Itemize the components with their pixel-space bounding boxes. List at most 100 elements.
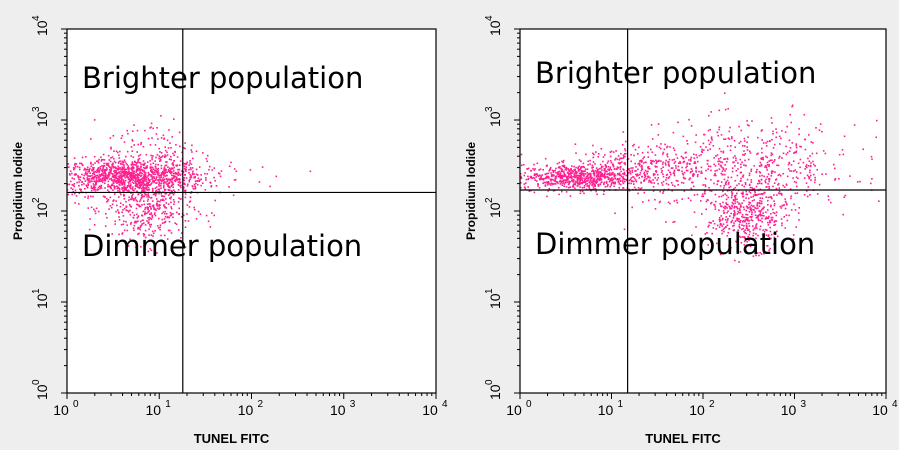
data-point <box>779 155 781 158</box>
data-point <box>91 177 93 180</box>
data-point <box>155 176 158 178</box>
data-point <box>249 169 252 171</box>
data-point <box>46 180 48 182</box>
data-point <box>769 226 771 229</box>
data-point <box>786 175 789 178</box>
data-point <box>557 173 559 175</box>
data-point <box>135 199 138 201</box>
data-point <box>96 188 99 191</box>
data-point <box>767 224 770 226</box>
data-point <box>727 210 729 212</box>
data-point <box>728 181 730 184</box>
data-point <box>94 162 96 164</box>
data-point <box>729 126 731 129</box>
data-point <box>140 165 142 168</box>
data-point <box>595 167 598 169</box>
data-point <box>713 174 716 177</box>
data-point <box>172 152 174 155</box>
data-point <box>532 176 535 179</box>
data-point <box>702 184 704 186</box>
data-point <box>102 177 104 179</box>
data-point <box>62 192 64 194</box>
data-point <box>577 184 579 187</box>
data-point <box>174 191 176 193</box>
data-point <box>740 228 743 231</box>
data-point <box>156 182 158 184</box>
y-tick-label: 10 <box>34 202 50 218</box>
data-point <box>93 155 96 158</box>
data-point <box>90 165 93 167</box>
data-point <box>568 173 570 176</box>
data-point <box>585 188 588 191</box>
data-point <box>151 137 153 139</box>
data-point <box>183 186 185 188</box>
data-point <box>106 174 109 177</box>
data-point <box>763 230 766 233</box>
data-point <box>752 234 754 237</box>
data-point <box>151 158 153 161</box>
data-point <box>871 158 873 161</box>
data-point <box>162 198 164 201</box>
data-point <box>636 173 639 175</box>
data-point <box>732 229 735 232</box>
data-point <box>155 242 158 245</box>
data-point <box>794 151 796 154</box>
data-point <box>686 169 689 172</box>
data-point <box>552 190 555 192</box>
data-point <box>185 170 187 172</box>
data-point <box>170 206 172 208</box>
data-point <box>580 169 583 172</box>
data-point <box>125 206 128 208</box>
data-point <box>154 144 157 146</box>
data-point <box>117 168 120 170</box>
data-point <box>538 174 541 176</box>
data-point <box>771 172 773 175</box>
data-point <box>100 159 103 161</box>
data-point <box>125 172 128 174</box>
data-point <box>701 172 703 174</box>
data-point <box>678 169 680 171</box>
data-point <box>69 174 71 176</box>
data-point <box>853 124 856 126</box>
data-point <box>787 168 790 170</box>
data-point <box>522 163 525 166</box>
data-point <box>98 180 101 183</box>
data-point <box>214 199 216 202</box>
data-point <box>71 193 73 196</box>
data-point <box>737 229 739 231</box>
data-point <box>146 181 149 184</box>
data-point <box>143 190 146 192</box>
data-point <box>138 174 140 176</box>
data-point <box>74 173 77 175</box>
data-point <box>843 135 846 138</box>
data-point <box>141 214 144 217</box>
data-point <box>812 160 814 163</box>
data-point <box>509 167 511 169</box>
data-point <box>695 167 697 170</box>
data-point <box>87 197 89 199</box>
data-point <box>722 210 725 212</box>
data-point <box>825 173 827 175</box>
data-point <box>569 180 572 183</box>
data-point <box>750 208 753 211</box>
data-point <box>145 153 148 156</box>
data-point <box>661 170 663 172</box>
data-point <box>734 186 736 189</box>
data-point <box>628 179 631 182</box>
annotation-lower-population: Dimmer population <box>535 227 815 261</box>
data-point <box>577 174 579 177</box>
data-point <box>186 204 189 206</box>
data-point <box>123 167 125 170</box>
data-point <box>182 147 185 149</box>
x-tick-exponent: 1 <box>618 399 624 410</box>
data-point <box>563 185 565 187</box>
data-point <box>615 150 617 152</box>
data-point <box>746 120 748 122</box>
data-point <box>595 151 597 153</box>
data-point <box>758 205 761 207</box>
data-point <box>757 219 760 222</box>
data-point <box>777 184 779 186</box>
data-point <box>693 157 696 159</box>
data-point <box>206 154 209 157</box>
data-point <box>158 155 161 157</box>
